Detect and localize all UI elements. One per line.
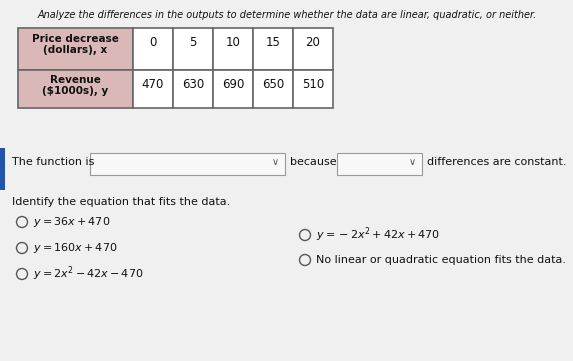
FancyBboxPatch shape (337, 153, 422, 175)
Text: No linear or quadratic equation fits the data.: No linear or quadratic equation fits the… (316, 255, 566, 265)
Text: 650: 650 (262, 78, 284, 91)
Text: 470: 470 (142, 78, 164, 91)
Text: ∨: ∨ (272, 157, 278, 167)
Text: $y = 2x^2 - 42x - 470$: $y = 2x^2 - 42x - 470$ (33, 265, 143, 283)
Text: Price decrease: Price decrease (32, 34, 119, 44)
FancyBboxPatch shape (173, 70, 213, 108)
Text: $y = -2x^2 + 42x + 470$: $y = -2x^2 + 42x + 470$ (316, 226, 440, 244)
FancyBboxPatch shape (213, 28, 253, 70)
FancyBboxPatch shape (133, 70, 173, 108)
Text: 630: 630 (182, 78, 204, 91)
Text: 15: 15 (265, 36, 280, 49)
Text: Analyze the differences in the outputs to determine whether the data are linear,: Analyze the differences in the outputs t… (37, 10, 537, 20)
FancyBboxPatch shape (213, 70, 253, 108)
FancyBboxPatch shape (18, 28, 133, 70)
Text: Revenue: Revenue (50, 75, 101, 85)
Text: differences are constant.: differences are constant. (427, 157, 567, 167)
Text: 5: 5 (189, 36, 197, 49)
FancyBboxPatch shape (133, 28, 173, 70)
Text: ($1000s), y: ($1000s), y (42, 86, 109, 96)
Text: 690: 690 (222, 78, 244, 91)
FancyBboxPatch shape (90, 153, 285, 175)
FancyBboxPatch shape (173, 28, 213, 70)
Text: ∨: ∨ (409, 157, 415, 167)
FancyBboxPatch shape (18, 70, 133, 108)
Text: 20: 20 (305, 36, 320, 49)
Text: because: because (290, 157, 336, 167)
Text: 510: 510 (302, 78, 324, 91)
FancyBboxPatch shape (293, 70, 333, 108)
Text: 0: 0 (150, 36, 156, 49)
FancyBboxPatch shape (0, 148, 5, 190)
FancyBboxPatch shape (253, 28, 293, 70)
FancyBboxPatch shape (293, 28, 333, 70)
Text: (dollars), x: (dollars), x (44, 45, 108, 55)
Text: $y = 36x + 470$: $y = 36x + 470$ (33, 215, 111, 229)
Text: Identify the equation that fits the data.: Identify the equation that fits the data… (12, 197, 230, 207)
Text: 10: 10 (226, 36, 241, 49)
Text: The function is: The function is (12, 157, 95, 167)
FancyBboxPatch shape (253, 70, 293, 108)
Text: $y = 160x + 470$: $y = 160x + 470$ (33, 241, 117, 255)
